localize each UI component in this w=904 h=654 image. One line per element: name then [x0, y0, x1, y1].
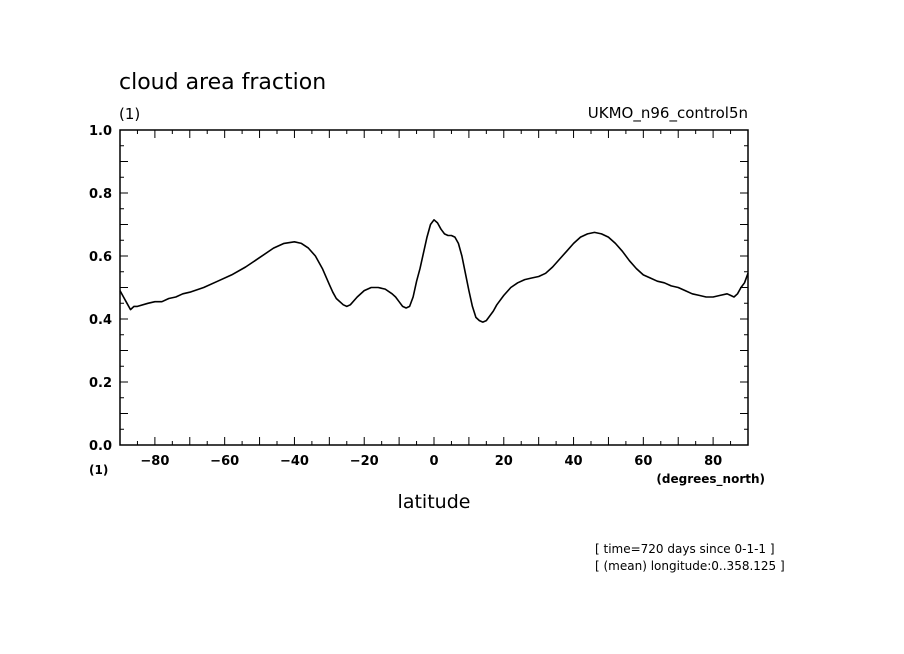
x-tick-label: 40 [565, 454, 583, 469]
footnote-longitude: [ (mean) longitude:0..358.125 ] [595, 559, 785, 573]
x-tick-label: 60 [634, 454, 652, 469]
x-tick-label: −20 [350, 454, 379, 469]
axis-tick-labels: −80 −60 −40 −20 0 20 40 60 80 0.0 0.2 0.4 0.6 0.8 1.0 [89, 124, 722, 469]
y-tick-label: 0.4 [89, 313, 112, 328]
units-label: (1) [119, 105, 140, 123]
x-tick-label: −60 [210, 454, 239, 469]
y-tick-label: 0.6 [89, 250, 112, 265]
y-tick-label: 0.0 [89, 439, 112, 454]
plot-frame [119, 129, 749, 446]
axis-ticks [119, 129, 749, 446]
series-line [119, 219, 749, 323]
y-tick-label: 1.0 [89, 124, 112, 139]
x-tick-label: 0 [429, 454, 438, 469]
x-axis-label: latitude [398, 491, 471, 513]
x-tick-label: 80 [704, 454, 722, 469]
y-unit-bottom: (1) [89, 463, 108, 477]
y-tick-label: 0.2 [89, 376, 112, 391]
dataset-label: UKMO_n96_control5n [588, 104, 748, 123]
x-tick-label: −80 [140, 454, 169, 469]
chart-title: cloud area fraction [119, 70, 326, 95]
x-tick-label: −40 [280, 454, 309, 469]
y-tick-label: 0.8 [89, 187, 112, 202]
x-tick-label: 20 [495, 454, 513, 469]
footnote-time: [ time=720 days since 0-1-1 ] [595, 542, 775, 556]
x-unit-label: (degrees_north) [656, 472, 765, 487]
